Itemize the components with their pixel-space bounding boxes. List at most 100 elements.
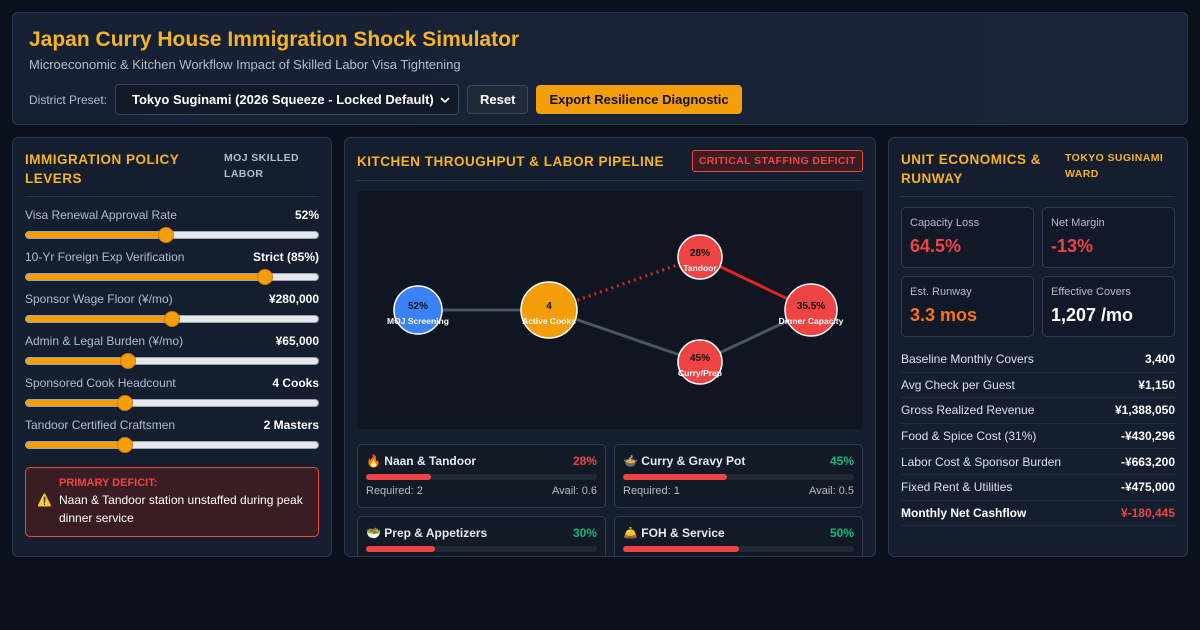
panel-header: Immigration Policy Levers MOJ SKILLED LA… [25,150,319,197]
preset-value: Tokyo Suginami (2026 Squeeze - Locked De… [132,92,434,107]
export-diagnostic-button[interactable]: Export Resilience Diagnostic [536,85,742,114]
node-value: 35.5% [797,301,825,312]
ledger-value: -¥430,296 [1120,429,1175,444]
slider-thumb[interactable] [164,311,180,327]
ledger-value: -¥475,000 [1120,480,1175,495]
node-value: 28% [690,248,710,259]
pipeline-node-dinner: 35.5% Dinner Capacity [779,283,844,337]
chevron-down-icon [440,96,450,103]
ledger-value: 3,400 [1144,352,1175,367]
node-value: 4 [546,301,552,312]
station-card: 🥗 Prep & Appetizers 30% [357,516,606,556]
lever-value: ¥280,000 [268,292,319,306]
station-pct: 45% [829,454,854,468]
panel-title: Unit Economics & Runway [901,152,1042,186]
page-title: Japan Curry House Immigration Shock Simu… [29,28,520,51]
deficit-text: Naan & Tandoor station unstaffed during … [59,493,303,525]
node-label: Active Cooks [522,316,576,326]
lever-label: Visa Renewal Approval Rate [25,208,177,222]
kpi-label: Effective Covers [1051,286,1131,298]
kpi-value: 64.5% [910,236,962,256]
ledger-row: Avg Check per Guest ¥1,150 [901,373,1175,399]
policy-lever: Admin & Legal Burden (¥/mo) ¥65,000 [25,334,319,369]
panel-title: Immigration Policy Levers [25,152,179,186]
station-required: Required: 1 [623,485,680,497]
kpi-value: 1,207 /mo [1051,305,1134,325]
station-icon: 🥗 [366,526,381,540]
station-pct: 30% [572,526,597,540]
reset-button[interactable]: Reset [467,85,529,114]
lever-list: Visa Renewal Approval Rate 52% 10-Yr Forei… [25,208,319,453]
policy-lever: Tandoor Certified Craftsmen 2 Masters [25,418,319,453]
kpi-label: Capacity Loss [910,217,980,229]
ledger-value: ¥1,150 [1138,377,1175,392]
station-name: Curry & Gravy Pot [641,454,746,468]
ledger-value: ¥1,388,050 [1114,403,1175,418]
ledger-label: Monthly Net Cashflow [901,505,1027,520]
station-icon: 🛎️ [623,526,638,540]
lever-slider[interactable] [25,395,319,411]
kpi-grid: Capacity Loss 64.5% Net Margin -13% Est. Run… [901,207,1175,337]
slider-thumb[interactable] [117,437,134,453]
lever-slider[interactable] [25,437,319,453]
app-header: Japan Curry House Immigration Shock Simu… [12,12,1188,125]
kpi-card: Capacity Loss 64.5% [901,207,1034,268]
pipeline-diagram: 52% MOJ Screening 4 Active Cooks 28% Tandoor 4… [357,191,863,429]
station-pct: 50% [829,526,854,540]
station-card: 🛎️ FOH & Service 50% [614,516,863,556]
policy-levers-panel: Immigration Policy Levers MOJ SKILLED LA… [12,137,332,557]
kpi-card: Est. Runway 3.3 mos [901,276,1034,337]
primary-deficit-alert: ⚠️ PRIMARY DEFICIT: Naan & Tandoor stati… [25,467,319,537]
slider-thumb[interactable] [158,227,175,243]
pipeline-node-moj: 52% MOJ Screening [387,285,449,335]
station-pct: 28% [572,454,597,468]
station-bar [623,474,854,480]
kpi-label: Est. Runway [910,286,972,298]
lever-slider[interactable] [25,227,319,243]
panel-header: Kitchen Throughput & Labor Pipeline CRIT… [357,150,863,181]
kpi-value: -13% [1051,236,1094,256]
slider-thumb[interactable] [120,353,137,369]
pipeline-node-cooks: 4 Active Cooks [520,281,578,339]
ledger-label: Labor Cost & Sponsor Burden [901,454,1062,469]
ledger-value: -¥663,200 [1120,454,1175,469]
lever-slider[interactable] [25,269,319,285]
node-label: Curry/Prep [678,368,722,378]
lever-label: Admin & Legal Burden (¥/mo) [25,334,184,348]
ledger-label: Avg Check per Guest [901,377,1015,392]
station-card: 🍲 Curry & Gravy Pot 45% Required: 1 Avail: … [614,444,863,508]
lever-slider[interactable] [25,353,319,369]
station-name: Naan & Tandoor [384,454,477,468]
lever-label: Sponsored Cook Headcount [25,376,176,390]
kpi-card: Effective Covers 1,207 /mo [1042,276,1175,337]
deficit-title: PRIMARY DEFICIT: [59,477,158,489]
kpi-label: Net Margin [1051,217,1105,229]
lever-label: Sponsor Wage Floor (¥/mo) [25,292,173,306]
node-value: 52% [408,301,428,312]
lever-value: 4 Cooks [272,376,319,390]
node-value: 45% [690,353,710,364]
station-avail: Avail: 0.6 [551,485,597,497]
critical-badge: CRITICAL STAFFING DEFICIT [691,150,863,172]
kpi-value: 3.3 mos [910,305,978,325]
slider-thumb[interactable] [117,395,134,411]
ledger-row: Monthly Net Cashflow ¥-180,445 [901,501,1175,527]
slider-thumb[interactable] [257,269,274,285]
ledger-value: ¥-180,445 [1120,505,1175,520]
lever-label: Tandoor Certified Craftsmen [25,418,176,432]
policy-lever: Sponsored Cook Headcount 4 Cooks [25,376,319,411]
lever-value: ¥65,000 [275,334,319,348]
district-preset-select[interactable]: Tokyo Suginami (2026 Squeeze - Locked De… [115,84,460,115]
lever-slider[interactable] [25,311,319,327]
ledger-row: Gross Realized Revenue ¥1,388,050 [901,398,1175,424]
panel-tag: MOJ SKILLED LABOR [224,152,299,180]
page-subtitle: Microeconomic & Kitchen Workflow Impact … [29,57,461,72]
ledger-row: Labor Cost & Sponsor Burden -¥663,200 [901,449,1175,475]
warning-icon: ⚠️ [37,493,52,507]
station-avail: Avail: 0.5 [808,485,854,497]
panel-tag: TOKYO SUGINAMI WARD [1065,152,1164,180]
station-name: Prep & Appetizers [384,526,488,540]
node-label: Tandoor [683,263,717,273]
lever-value: 52% [294,208,319,222]
station-icon: 🔥 [366,454,381,468]
